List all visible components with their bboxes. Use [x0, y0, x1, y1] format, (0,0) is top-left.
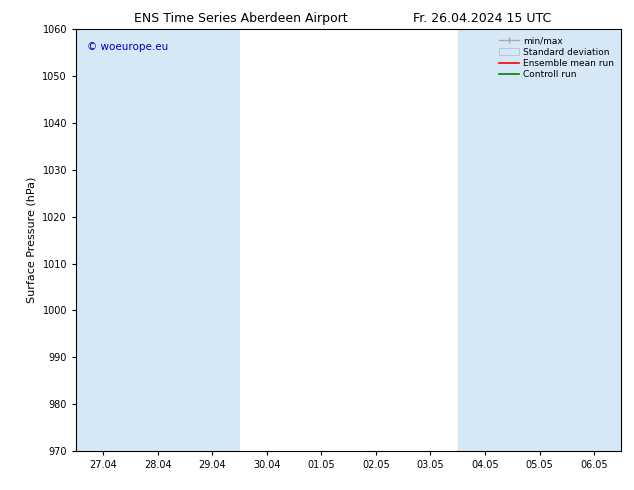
Y-axis label: Surface Pressure (hPa): Surface Pressure (hPa)	[27, 177, 37, 303]
Text: © woeurope.eu: © woeurope.eu	[87, 42, 168, 52]
Text: ENS Time Series Aberdeen Airport: ENS Time Series Aberdeen Airport	[134, 12, 347, 25]
Legend: min/max, Standard deviation, Ensemble mean run, Controll run: min/max, Standard deviation, Ensemble me…	[496, 34, 617, 82]
Bar	[458, 29, 621, 451]
Text: Fr. 26.04.2024 15 UTC: Fr. 26.04.2024 15 UTC	[413, 12, 551, 25]
Bar	[76, 29, 240, 451]
